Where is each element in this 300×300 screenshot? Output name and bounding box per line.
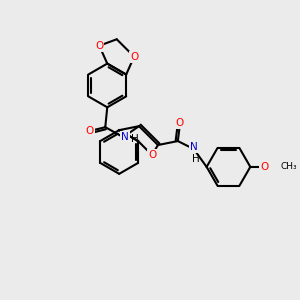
Text: O: O: [130, 52, 138, 61]
Text: CH₃: CH₃: [280, 162, 297, 171]
Text: H: H: [131, 134, 139, 144]
Text: H: H: [192, 154, 200, 164]
Text: N: N: [121, 132, 129, 142]
Text: O: O: [148, 150, 156, 160]
Text: N: N: [190, 142, 198, 152]
Text: O: O: [95, 41, 103, 51]
Text: O: O: [260, 162, 269, 172]
Text: O: O: [176, 118, 184, 128]
Text: O: O: [85, 126, 94, 136]
